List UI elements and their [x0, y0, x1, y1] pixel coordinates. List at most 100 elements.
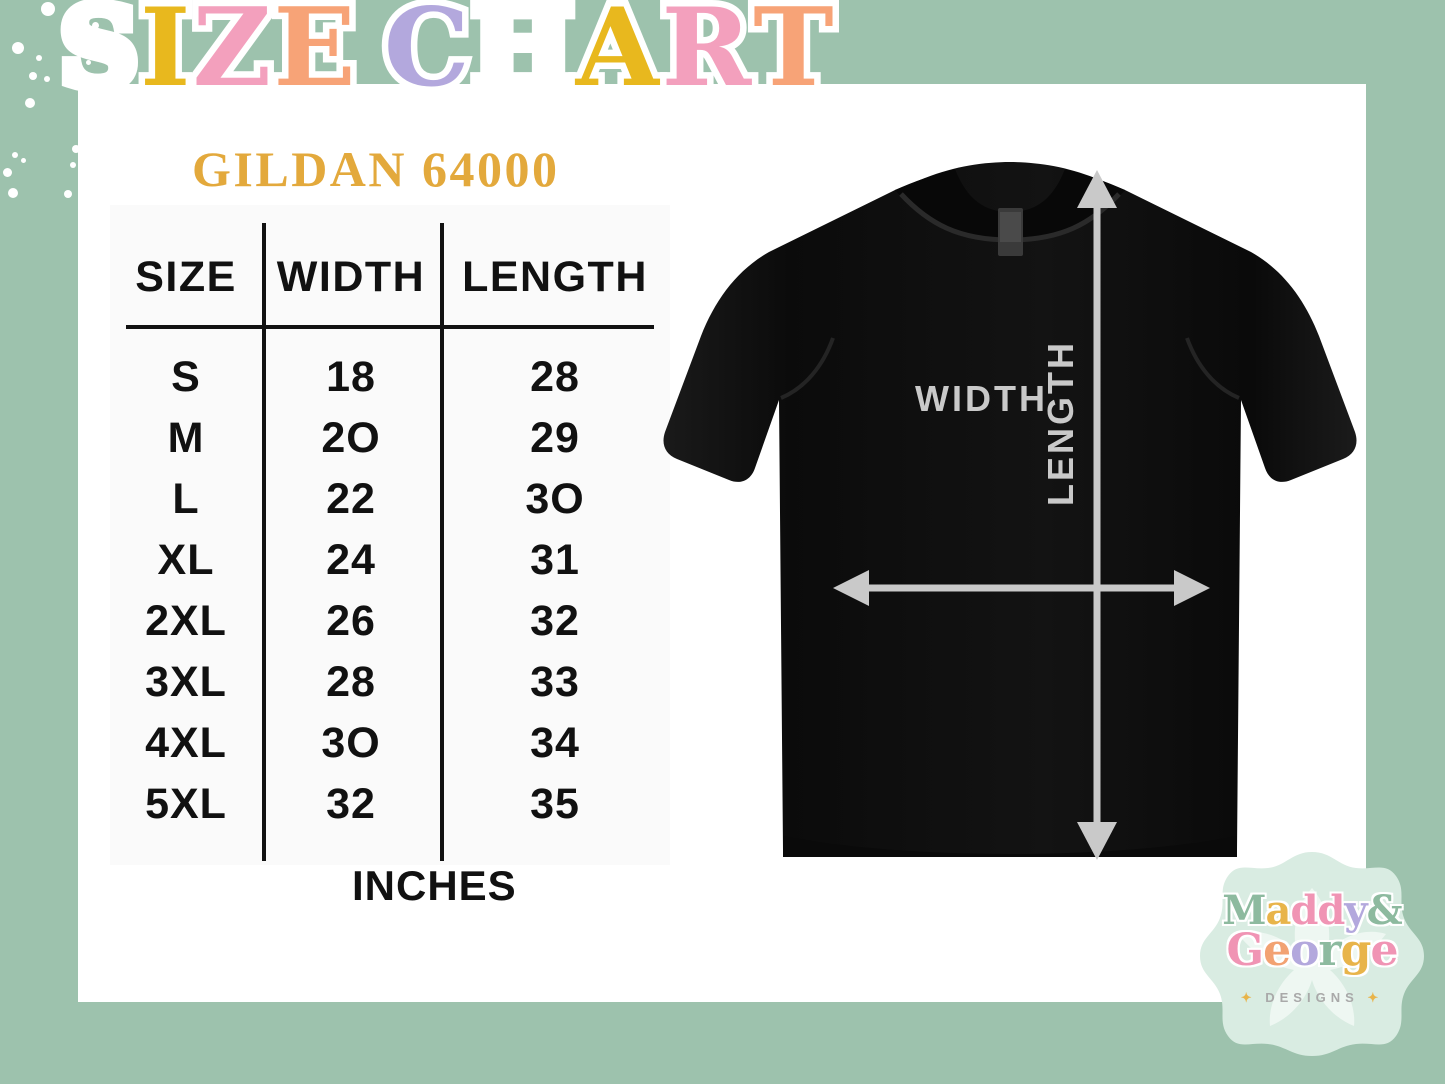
length-label: LENGTH [1040, 340, 1081, 506]
logo-wordmark: Maddy& George [1196, 891, 1428, 973]
cell-width: 28 [326, 658, 376, 706]
cell-size: XL [157, 536, 215, 584]
dot [21, 158, 26, 163]
cell-size: 5XL [145, 780, 227, 828]
logo-star-right: ✦ [1367, 990, 1384, 1005]
cell-length: 28 [530, 353, 580, 401]
title-letter-t-9: T [747, 0, 840, 111]
size-table: SIZE WIDTH LENGTH S 18 28 M 2O 29 L 22 3O XL 24 31 2… [110, 205, 670, 865]
cell-size: 3XL [145, 658, 227, 706]
dot [29, 72, 37, 80]
dot [41, 2, 55, 16]
dot [44, 76, 50, 82]
cell-length: 31 [530, 536, 580, 584]
logo-char-maddy-1: a [1265, 887, 1292, 934]
tshirt-body-shape [663, 162, 1357, 857]
table-background [110, 205, 670, 865]
title-letter-h-6: H [465, 0, 580, 111]
cell-length: 35 [530, 780, 580, 828]
logo-char-maddy-3: d [1317, 887, 1345, 934]
table-row: XL 24 31 [110, 536, 670, 585]
length-arrow-head-bottom [1077, 822, 1117, 860]
units-label: INCHES [352, 862, 517, 909]
brand-logo: Maddy& George ✦ DESIGNS ✦ [1196, 848, 1428, 1060]
brand-tag-inner [1000, 212, 1021, 242]
cell-width: 2O [321, 414, 381, 462]
measurement-arrows [655, 160, 1365, 860]
cell-length: 33 [530, 658, 580, 706]
sleeve-seam-left [780, 337, 835, 400]
logo-char-george-2: o [1290, 925, 1319, 976]
logo-char-maddy-4: y [1344, 887, 1367, 934]
table-row: 4XL 3O 34 [110, 719, 670, 768]
logo-char-maddy-5: & [1366, 887, 1403, 934]
logo-char-maddy-0: M [1222, 887, 1266, 934]
cell-length: 34 [530, 719, 580, 767]
logo-line-george: George [1196, 929, 1428, 973]
dot [98, 78, 104, 84]
cell-size: 4XL [145, 719, 227, 767]
logo-tagline-text: DESIGNS [1256, 990, 1368, 1005]
title-letter-i-1: I [134, 0, 197, 111]
logo-tagline: ✦ DESIGNS ✦ [1196, 990, 1428, 1006]
logo-char-maddy-2: d [1290, 887, 1318, 934]
cell-width: 22 [326, 475, 376, 523]
width-label: WIDTH [915, 378, 1048, 419]
dot [64, 190, 72, 198]
table-row: 3XL 28 33 [110, 658, 670, 707]
dot [36, 55, 42, 61]
table-row: 5XL 32 35 [110, 780, 670, 829]
dot [12, 42, 24, 54]
table-header-rule [126, 325, 654, 329]
title-letter-z-2: Z [186, 0, 278, 111]
title-letter-c-5: C [377, 0, 476, 111]
logo-char-george-4: g [1340, 925, 1372, 976]
dot [70, 162, 76, 168]
column-header-width: WIDTH [276, 253, 426, 301]
width-arrow-head-right [1174, 570, 1210, 606]
logo-char-george-1: e [1263, 925, 1291, 976]
page-title: SIZE CHART [54, 0, 841, 111]
logo-flower-mark [1238, 888, 1386, 1026]
column-header-size: SIZE [135, 253, 237, 301]
cell-size: L [172, 475, 200, 523]
cell-width: 32 [326, 780, 376, 828]
dot [72, 145, 80, 153]
logo-char-george-5: e [1370, 925, 1398, 976]
cell-length: 32 [530, 597, 580, 645]
tshirt-collar [895, 169, 1125, 238]
dot [12, 152, 18, 158]
sleeve-seam-right [1185, 337, 1240, 400]
cell-width: 18 [326, 353, 376, 401]
title-letter-e-3: E [267, 0, 362, 111]
title-space [358, 0, 384, 102]
dot [3, 168, 12, 177]
dot [86, 60, 91, 65]
cell-width: 26 [326, 597, 376, 645]
product-subtitle: GILDAN 64000 [192, 141, 560, 197]
column-header-length: LENGTH [462, 253, 648, 301]
cell-size: 2XL [145, 597, 227, 645]
cell-width: 24 [326, 536, 376, 584]
cell-size: M [167, 414, 205, 462]
table-row: 2XL 26 32 [110, 597, 670, 646]
table-divider-1 [262, 223, 266, 861]
cell-size: S [171, 353, 201, 401]
table-row: M 2O 29 [110, 414, 670, 463]
title-letter-s-0: S [54, 0, 145, 111]
tshirt-hem [783, 836, 1237, 857]
logo-star-left: ✦ [1240, 990, 1257, 1005]
dot [8, 188, 18, 198]
tshirt-illustration [655, 160, 1365, 860]
table-row: L 22 3O [110, 475, 670, 524]
logo-line-maddy: Maddy& [1196, 891, 1428, 931]
cell-width: 3O [321, 719, 381, 767]
width-arrow-head-left [833, 570, 869, 606]
dot [25, 98, 35, 108]
table-row: S 18 28 [110, 353, 670, 402]
cell-length: 3O [525, 475, 585, 523]
length-arrow-head-top [1077, 170, 1117, 208]
title-letter-a-7: A [569, 0, 666, 111]
table-divider-2 [440, 223, 444, 861]
